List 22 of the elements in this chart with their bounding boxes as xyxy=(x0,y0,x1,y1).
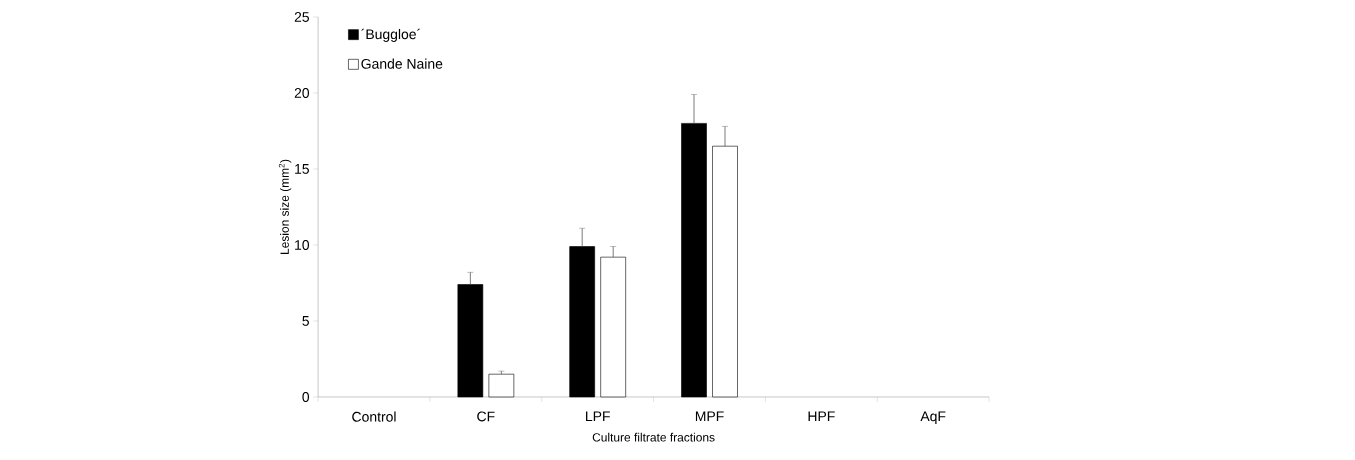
x-tick-label: Control xyxy=(352,411,396,422)
bar xyxy=(681,123,707,398)
x-tick-label: AqF xyxy=(920,411,946,424)
y-tick-label: 20 xyxy=(294,88,310,98)
x-tick-label: LPF xyxy=(586,411,610,422)
bar xyxy=(457,284,484,398)
y-tick-label: 10 xyxy=(295,240,310,250)
legend-label: Gande Naine xyxy=(361,58,443,69)
y-tick-label: 5 xyxy=(302,316,309,326)
x-tick-label: CF xyxy=(477,411,495,422)
x-tick-label: MPF xyxy=(695,411,724,422)
y-tick-label: 0 xyxy=(302,392,310,402)
y-tick-label: 25 xyxy=(294,12,309,22)
bar xyxy=(569,246,595,398)
y-tick-label: 15 xyxy=(295,164,309,174)
y-axis-title: Lesion size (mm$^{2}$) xyxy=(278,159,292,254)
bar xyxy=(488,373,515,398)
bar xyxy=(600,256,626,398)
legend-label: ´Buggloe´ xyxy=(361,28,420,42)
bar xyxy=(712,145,738,398)
x-tick-label: HPF xyxy=(808,411,835,422)
x-axis-title: Culture filtrate fractions xyxy=(592,432,715,442)
